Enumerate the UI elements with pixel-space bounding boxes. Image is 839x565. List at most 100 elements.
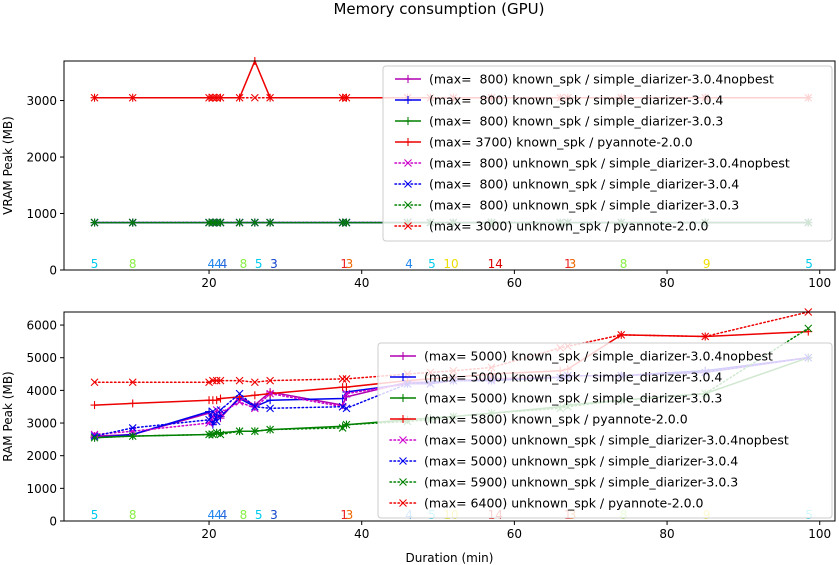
legend-0: (max= 800) known_spk / simple_diarizer-3… (382, 65, 833, 242)
legend-label-0-0: (max= 800) known_spk / simple_diarizer-3… (429, 72, 774, 87)
data-point-1-3-0 (90, 401, 99, 410)
data-point-1-5-5 (216, 406, 225, 414)
data-point-1-1-2 (205, 407, 214, 416)
data-point-0-6-4 (212, 218, 221, 227)
data-point-0-7-8 (266, 93, 274, 102)
legend-label-1-0: (max= 5000) known_spk / simple_diarizer-… (424, 349, 773, 364)
count-label-1-1: 8 (129, 508, 137, 522)
legend-1: (max= 5000) known_spk / simple_diarizer-… (377, 342, 833, 519)
legend-box-1 (377, 342, 833, 519)
y-tick-label-0-0: 0 (49, 264, 57, 278)
count-label-0-17: 9 (703, 257, 711, 271)
data-point-1-7-2 (205, 378, 213, 387)
count-label-0-7: 3 (270, 257, 278, 271)
data-point-1-5-4 (212, 417, 221, 426)
data-point-0-7-10 (342, 93, 351, 102)
legend-entry-1-2: (max= 5000) known_spk / simple_diarizer-… (390, 391, 722, 406)
plot-panel-1: 5844485313451014138952040608010001000200… (1, 308, 836, 565)
data-point-1-5-0 (90, 432, 99, 440)
data-point-1-5-6 (235, 389, 244, 398)
legend-entry-0-3: (max= 3700) known_spk / pyannote-2.0.0 (395, 135, 693, 150)
legend-entry-0-2: (max= 800) known_spk / simple_diarizer-3… (395, 114, 723, 129)
data-point-0-6-6 (235, 218, 244, 227)
count-label-0-8: 1 (340, 257, 348, 271)
data-point-1-6-5 (216, 430, 225, 439)
legend-label-1-5: (max= 5000) unknown_spk / simple_diarize… (424, 454, 738, 469)
data-point-1-7-9 (338, 375, 347, 383)
data-point-1-3-10 (342, 383, 351, 392)
count-label-0-6: 5 (255, 257, 263, 271)
data-point-1-4-8 (266, 389, 274, 398)
x-tick-label-0-2: 60 (507, 276, 522, 290)
data-point-0-6-1 (128, 218, 137, 227)
y-tick-label-0-3: 3000 (26, 94, 57, 108)
count-label-1-7: 3 (270, 508, 278, 522)
data-point-1-6-3 (208, 430, 217, 439)
count-label-0-10: 4 (405, 257, 413, 271)
count-label-1-0: 5 (91, 508, 99, 522)
data-point-0-7-5 (216, 93, 225, 102)
legend-entry-0-6: (max= 800) unknown_spk / simple_diarizer… (394, 198, 739, 213)
data-point-1-4-10 (342, 389, 351, 398)
count-label-1-9: 3 (346, 508, 354, 522)
legend-entry-0-4: (max= 800) unknown_spk / simple_diarizer… (394, 156, 790, 171)
data-point-0-6-10 (342, 218, 351, 227)
data-point-0-6-0 (90, 218, 99, 227)
data-point-1-6-6 (235, 427, 244, 436)
count-label-1-2: 4 (208, 508, 216, 522)
x-tick-label-0-3: 80 (659, 276, 674, 290)
count-label-1-6: 5 (255, 508, 263, 522)
legend-label-0-1: (max= 800) known_spk / simple_diarizer-3… (429, 93, 723, 108)
count-label-0-13: 14 (488, 257, 503, 271)
data-point-1-6-10 (342, 420, 351, 429)
x-tick-label-1-3: 80 (659, 527, 674, 541)
count-label-0-12: 10 (443, 257, 458, 271)
count-label-1-8: 1 (340, 508, 348, 522)
legend-entry-0-5: (max= 800) unknown_spk / simple_diarizer… (394, 177, 739, 192)
data-point-1-7-10 (342, 375, 351, 383)
y-axis-label-0: VRAM Peak (MB) (1, 116, 15, 215)
data-point-0-6-9 (338, 218, 347, 227)
data-point-1-7-8 (266, 376, 274, 385)
data-point-1-6-1 (128, 432, 137, 440)
x-tick-label-1-0: 20 (201, 527, 216, 541)
x-tick-label-0-4: 100 (808, 276, 831, 290)
y-tick-label-1-4: 4000 (26, 384, 57, 398)
x-axis-label-1: Duration (min) (406, 551, 494, 565)
data-point-0-7-3 (208, 93, 217, 102)
legend-box-0 (382, 65, 833, 242)
data-point-0-6-7 (250, 218, 259, 227)
data-point-0-7-4 (212, 93, 221, 102)
count-label-0-9: 3 (346, 257, 354, 271)
count-label-0-18: 5 (805, 257, 813, 271)
data-point-1-7-1 (128, 378, 137, 387)
legend-entry-1-4: (max= 5000) unknown_spk / simple_diarize… (389, 433, 789, 448)
legend-entry-0-1: (max= 800) known_spk / simple_diarizer-3… (395, 93, 723, 108)
data-point-1-3-4 (212, 396, 221, 405)
data-point-1-7-5 (216, 376, 225, 385)
data-point-1-5-9 (338, 402, 347, 411)
data-point-1-7-0 (90, 378, 99, 387)
count-label-0-5: 8 (240, 257, 248, 271)
data-point-1-7-6 (235, 376, 244, 385)
data-point-0-7-0 (90, 93, 99, 102)
y-axis-label-1: RAM Peak (MB) (1, 371, 15, 462)
y-tick-label-1-0: 0 (49, 515, 57, 529)
legend-label-0-2: (max= 800) known_spk / simple_diarizer-3… (429, 114, 723, 129)
data-point-1-3-5 (216, 394, 225, 403)
x-tick-label-1-4: 100 (808, 527, 831, 541)
plot-panel-0: 5 8 4 44 8 5 3 13 4 5 10 14 13 8 9 520 40 60 80 10001000200… (1, 57, 836, 290)
data-point-0-7-6 (235, 93, 244, 102)
legend-entry-1-6: (max= 5900) unknown_spk / simple_diarize… (389, 475, 738, 490)
data-point-0-6-2 (205, 218, 213, 227)
count-label-1-3: 4 (214, 508, 222, 522)
y-tick-label-1-2: 2000 (26, 449, 57, 463)
data-point-1-5-1 (128, 424, 137, 432)
legend-label-1-1: (max= 5000) known_spk / simple_diarizer-… (424, 370, 722, 385)
data-point-1-7-17 (617, 330, 626, 339)
legend-label-1-7: (max= 6400) unknown_spk / pyannote-2.0.0 (424, 496, 704, 511)
data-point-1-6-0 (90, 433, 99, 442)
count-label-0-0: 5 (91, 257, 99, 271)
count-label-0-3: 4 (214, 257, 222, 271)
